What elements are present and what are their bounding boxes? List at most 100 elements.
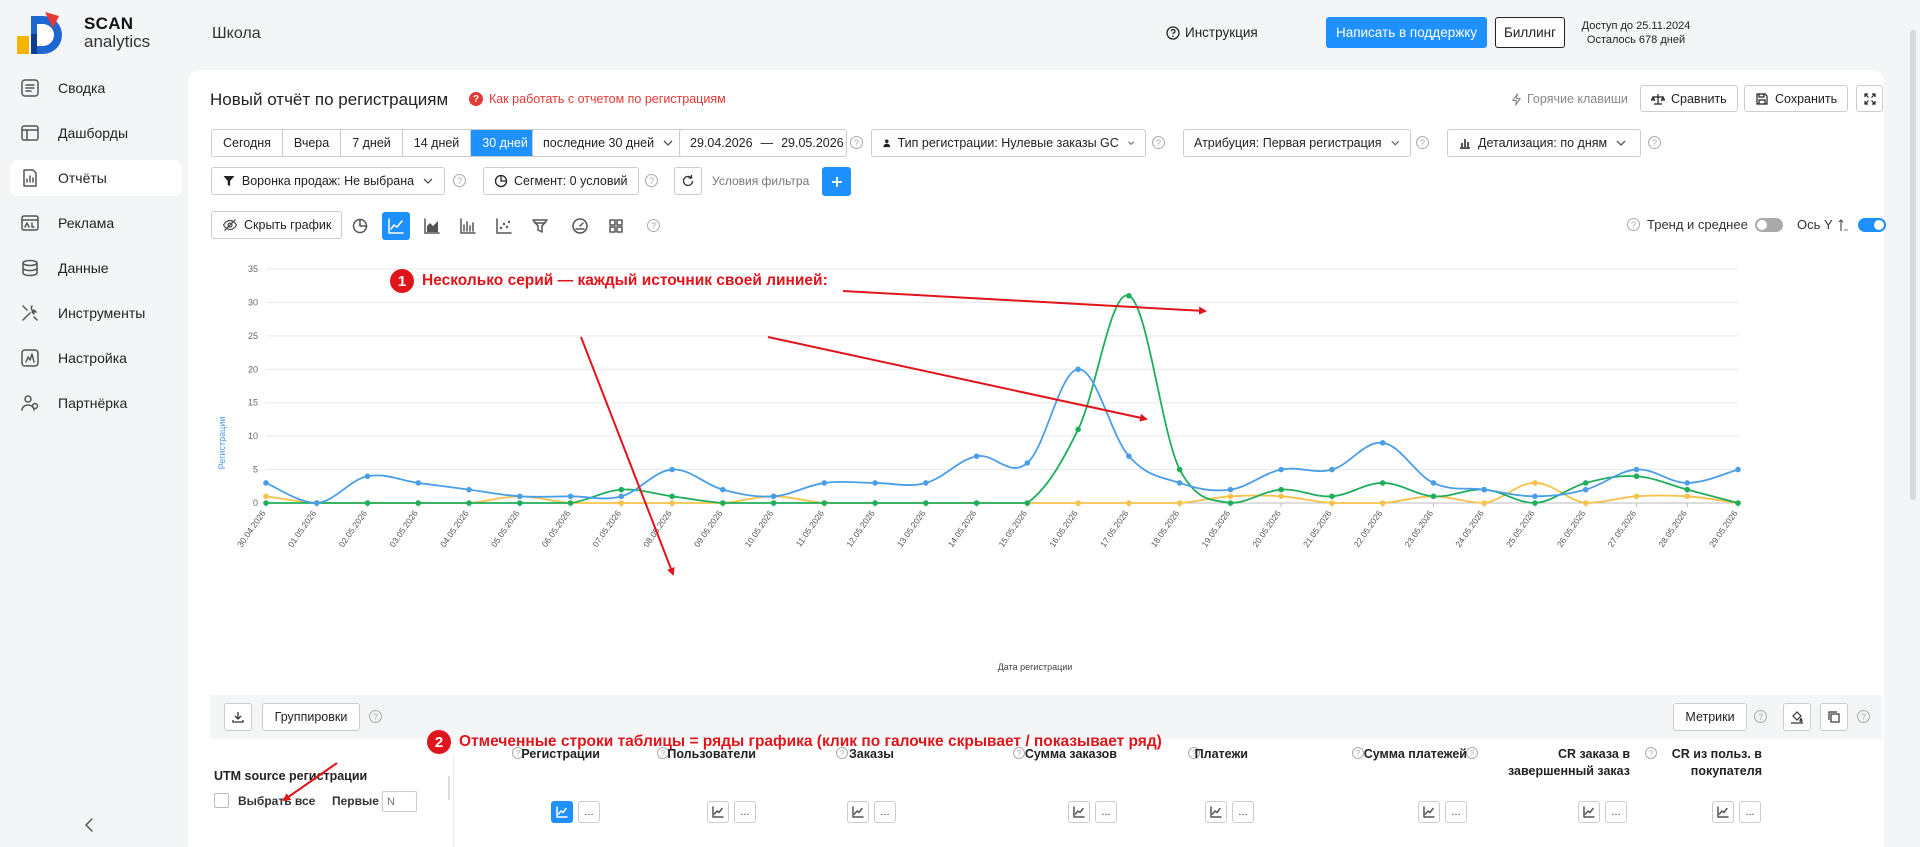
trend-help-icon[interactable]: ? <box>1627 218 1640 231</box>
segment-help-icon[interactable]: ? <box>645 174 658 187</box>
period-30-days[interactable]: 30 дней <box>471 130 539 156</box>
column-header[interactable]: Сумма заказов <box>917 746 1117 763</box>
chart-type-help-icon[interactable]: ? <box>647 219 660 232</box>
chart-type-pie[interactable] <box>346 212 374 240</box>
chart-type-line[interactable] <box>382 212 410 240</box>
registration-type-help-icon[interactable]: ? <box>1152 136 1165 149</box>
copy-button[interactable] <box>1820 703 1848 731</box>
column-chart-toggle[interactable] <box>847 801 869 823</box>
column-chart-toggle[interactable] <box>1068 801 1090 823</box>
column-more-button[interactable]: ... <box>1739 801 1761 823</box>
metrics-button[interactable]: Метрики <box>1673 703 1747 731</box>
axis-y-toggle[interactable] <box>1858 218 1886 232</box>
period-14-days[interactable]: 14 дней <box>402 130 472 156</box>
filter-conditions-input[interactable] <box>712 167 812 195</box>
segment-select[interactable]: Сегмент: 0 условий <box>483 167 639 195</box>
column-more-button[interactable]: ... <box>1232 801 1254 823</box>
column-chart-toggle[interactable] <box>1205 801 1227 823</box>
sidebar-item-dashboards[interactable]: Дашборды <box>10 115 182 151</box>
sort-ascending-icon[interactable] <box>1838 218 1848 232</box>
billing-button[interactable]: Биллинг <box>1495 17 1565 48</box>
page-title: Новый отчёт по регистрациям <box>210 90 449 109</box>
first-n-input[interactable] <box>382 791 417 812</box>
groupings-help-icon[interactable]: ? <box>369 710 382 723</box>
compare-button[interactable]: Сравнить <box>1640 85 1738 112</box>
column-help-icon[interactable]: ? <box>1352 747 1364 759</box>
save-button[interactable]: Сохранить <box>1744 85 1849 112</box>
attribution-value: Атрибуция: Первая регистрация <box>1194 136 1382 150</box>
registration-type-select[interactable]: Тип регистрации: Нулевые заказы GC <box>871 129 1146 157</box>
collapse-sidebar-icon[interactable] <box>80 815 100 835</box>
chart-type-grid[interactable] <box>602 212 630 240</box>
column-header[interactable]: Пользователи <box>556 746 756 763</box>
column-help-icon[interactable]: ? <box>512 747 524 759</box>
date-help-icon[interactable]: ? <box>850 136 863 149</box>
column-chart-toggle[interactable] <box>1418 801 1440 823</box>
add-filter-button[interactable] <box>822 167 851 196</box>
column-chart-toggle[interactable] <box>707 801 729 823</box>
sidebar-item-summary[interactable]: Сводка <box>10 70 182 106</box>
logo[interactable]: SCAN analytics <box>16 10 156 56</box>
trend-toggle[interactable] <box>1755 218 1783 232</box>
copy-help-icon[interactable]: ? <box>1857 710 1870 723</box>
sidebar-item-partner[interactable]: Партнёрка <box>10 385 182 421</box>
select-all-checkbox[interactable] <box>214 793 229 808</box>
groupings-button[interactable]: Группировки <box>262 703 360 731</box>
period-today[interactable]: Сегодня <box>212 130 283 156</box>
funnel-select[interactable]: Воронка продаж: Не выбрана <box>211 167 445 195</box>
support-button[interactable]: Написать в поддержку <box>1326 17 1487 48</box>
hide-chart-button[interactable]: Скрыть график <box>211 211 343 239</box>
period-yesterday[interactable]: Вчера <box>282 130 342 156</box>
column-header[interactable]: Заказы <box>694 746 894 763</box>
column-header[interactable]: Сумма платежей <box>1267 746 1467 763</box>
chart-type-gauge[interactable] <box>566 212 594 240</box>
detalization-select[interactable]: Детализация: по дням <box>1447 129 1641 157</box>
column-header[interactable]: Регистрации <box>400 746 600 763</box>
sidebar-item-reports[interactable]: Отчёты <box>10 160 182 196</box>
column-chart-toggle[interactable] <box>1712 801 1734 823</box>
export-button[interactable] <box>224 703 252 731</box>
chart-type-area[interactable] <box>418 212 446 240</box>
column-help-icon[interactable]: ? <box>1645 747 1657 759</box>
column-resizer[interactable] <box>448 776 450 800</box>
detalization-help-icon[interactable]: ? <box>1648 136 1661 149</box>
chart-type-funnel[interactable] <box>526 212 554 240</box>
column-header[interactable]: Платежи <box>1048 746 1248 763</box>
column-header[interactable]: CR заказа в завершенный заказ <box>1430 746 1630 780</box>
scrollbar-thumb[interactable] <box>1910 30 1916 500</box>
attribution-help-icon[interactable]: ? <box>1416 136 1429 149</box>
column-chart-toggle[interactable] <box>551 801 573 823</box>
metrics-help-icon[interactable]: ? <box>1754 710 1767 723</box>
funnel-help-icon[interactable]: ? <box>453 174 466 187</box>
sidebar-item-settings[interactable]: Настройка <box>10 340 182 376</box>
date-range-picker[interactable]: 29.04.2026 — 29.05.2026 <box>679 129 847 157</box>
summary-icon <box>21 79 39 97</box>
column-help-icon[interactable]: ? <box>1013 747 1025 759</box>
last-n-days-select[interactable]: последние 30 дней <box>532 129 686 157</box>
column-more-button[interactable]: ... <box>874 801 896 823</box>
refresh-button[interactable] <box>674 167 702 195</box>
sidebar-item-data[interactable]: Данные <box>10 250 182 286</box>
howto-link[interactable]: ? Как работать с отчетом по регистрациям <box>469 92 726 106</box>
column-more-button[interactable]: ... <box>578 801 600 823</box>
column-more-button[interactable]: ... <box>1445 801 1467 823</box>
attribution-select[interactable]: Атрибуция: Первая регистрация <box>1183 129 1411 157</box>
period-7-days[interactable]: 7 дней <box>341 130 403 156</box>
column-help-icon[interactable]: ? <box>1466 747 1478 759</box>
instruction-link[interactable]: Инструкция <box>1166 25 1258 40</box>
column-help-icon[interactable]: ? <box>836 747 848 759</box>
column-more-button[interactable]: ... <box>734 801 756 823</box>
column-help-icon[interactable]: ? <box>657 747 669 759</box>
chart-type-scatter[interactable] <box>490 212 518 240</box>
column-help-icon[interactable]: ? <box>1188 747 1200 759</box>
sidebar-item-ads[interactable]: Реклама <box>10 205 182 241</box>
sidebar-item-tools[interactable]: Инструменты <box>10 295 182 331</box>
fullscreen-button[interactable] <box>1856 85 1883 112</box>
column-header[interactable]: CR из польз. в покупателя <box>1562 746 1762 780</box>
column-more-button[interactable]: ... <box>1095 801 1117 823</box>
column-more-button[interactable]: ... <box>1605 801 1627 823</box>
highlight-button[interactable] <box>1783 703 1811 731</box>
hotkeys-link[interactable]: Горячие клавиши <box>1510 92 1628 106</box>
chart-type-bar[interactable] <box>454 212 482 240</box>
column-chart-toggle[interactable] <box>1578 801 1600 823</box>
